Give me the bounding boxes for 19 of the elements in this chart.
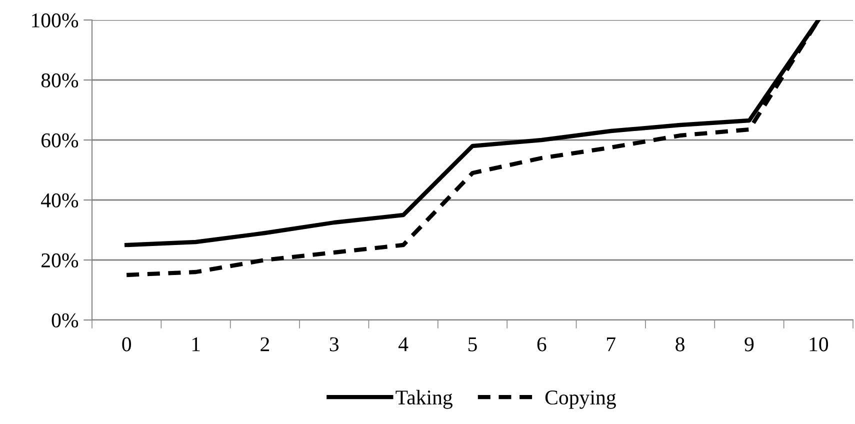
y-tick-label: 40% [41,193,78,208]
y-tick-label: 80% [41,73,78,88]
legend-label: Taking [396,390,452,409]
y-tick-label: 20% [42,253,78,268]
x-tick-label: 9 [744,337,754,352]
x-tick-label: 4 [398,337,408,352]
legend-label: Copying [545,390,616,409]
y-tick-label: 0% [52,313,78,328]
x-tick-label: 5 [468,337,477,352]
x-tick-label: 8 [676,337,684,352]
x-tick-label: 2 [260,337,270,352]
x-tick-label: 0 [122,337,132,352]
x-tick-label: 7 [607,337,616,352]
y-tick-label: 100% [32,13,78,28]
x-tick-label: 6 [537,337,546,352]
x-tick-label: 1 [192,337,200,352]
y-tick-label: 60% [42,133,78,148]
x-tick-label: 3 [330,337,339,352]
x-tick-label: 10 [810,337,828,352]
